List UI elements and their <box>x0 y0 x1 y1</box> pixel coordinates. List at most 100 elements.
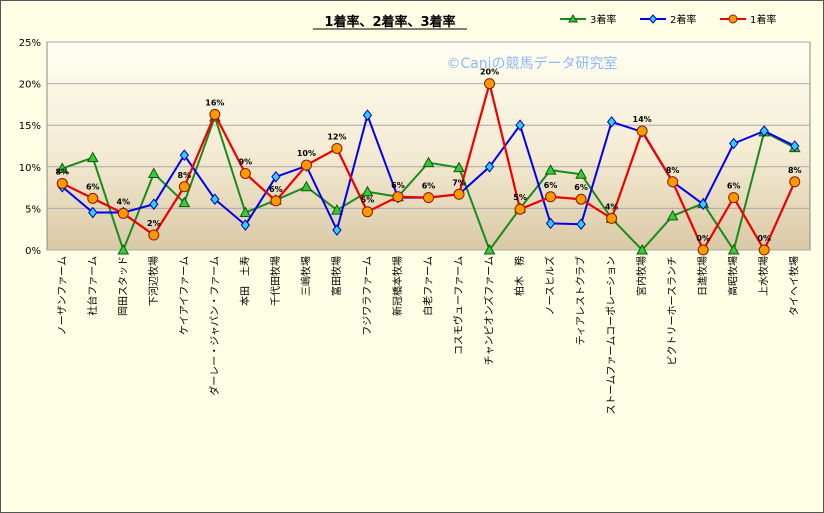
category-label: コスモヴューファーム <box>452 256 465 355</box>
data-label: 5% <box>513 193 527 202</box>
category-label: タイヘイ牧場 <box>788 256 801 316</box>
data-point <box>331 204 343 215</box>
category-label: 富田牧場 <box>330 256 343 296</box>
data-point <box>86 151 99 163</box>
data-label: 8% <box>788 166 802 175</box>
category-label: ノースヒルズ <box>544 256 557 316</box>
data-label: 8% <box>55 167 69 176</box>
data-label: 6% <box>727 182 741 191</box>
data-point <box>361 206 373 218</box>
data-label: 6% <box>269 185 283 194</box>
data-point <box>758 244 770 256</box>
data-point <box>209 108 221 120</box>
data-point <box>606 116 617 128</box>
data-label: 14% <box>633 115 652 124</box>
data-label: 0% <box>757 234 771 243</box>
category-label: 三嶋牧場 <box>299 256 312 296</box>
data-label: 4% <box>605 202 619 211</box>
legend-marker <box>568 13 578 23</box>
category-label: ダーレー・ジャパン・ファーム <box>208 256 221 396</box>
data-point <box>178 181 190 193</box>
series-3 <box>56 78 801 256</box>
data-point <box>698 198 708 211</box>
legend-marker <box>648 14 658 24</box>
x-axis-categories: ノーザンファーム 社台ファーム 岡田スタッド 下河辺牧場 ケイアイファーム ダーレー・ジャ… <box>56 256 800 415</box>
data-point <box>666 209 679 221</box>
data-label: 0% <box>696 234 710 243</box>
data-label: 16% <box>205 98 224 107</box>
data-point <box>239 167 251 179</box>
category-label: 柏木 務 <box>513 256 526 296</box>
chart-title: 1着率、2着率、3着率 <box>324 14 455 30</box>
data-label: 6% <box>544 181 558 190</box>
category-label: ストームファームコーポレーション <box>606 256 618 415</box>
legend-label: 2着率 <box>670 13 696 26</box>
category-label: 岡田スタッド <box>117 256 129 316</box>
data-point <box>88 206 98 219</box>
data-point <box>149 198 159 211</box>
data-point <box>575 193 587 205</box>
data-point <box>331 142 343 154</box>
data-point <box>147 167 160 178</box>
watermark: ©Caniの競馬データ研究室 <box>446 55 617 72</box>
data-point <box>270 195 282 207</box>
data-point <box>636 125 648 137</box>
data-point <box>56 162 69 173</box>
data-point <box>392 191 404 203</box>
data-point <box>148 229 160 241</box>
category-label: 高昭牧場 <box>727 256 740 296</box>
category-label: 上水牧場 <box>757 256 770 296</box>
data-point <box>576 218 586 231</box>
data-label: 8% <box>666 166 680 175</box>
category-label: 社台ファーム <box>86 256 99 316</box>
data-point <box>544 164 557 175</box>
data-point <box>759 125 769 137</box>
y-tick-label: 10% <box>19 163 41 174</box>
data-point <box>484 160 495 173</box>
category-label: 宮内牧場 <box>635 256 648 296</box>
data-point <box>729 137 739 150</box>
data-label: 2% <box>147 219 161 228</box>
data-point <box>728 192 740 204</box>
category-label: 本田 土寿 <box>238 256 251 306</box>
data-point <box>362 109 373 122</box>
category-label: 新冠橋本牧場 <box>391 256 404 316</box>
data-point <box>87 192 99 204</box>
legend: 3着率 2着率 1着率 <box>560 13 776 26</box>
data-label: 6% <box>574 183 588 192</box>
data-point <box>545 191 557 203</box>
data-point <box>453 188 465 200</box>
data-label: 6% <box>422 182 436 191</box>
data-point <box>545 217 556 230</box>
category-label: 下河辺牧場 <box>147 256 160 306</box>
data-point <box>697 244 709 256</box>
category-label: ティアレストクラブ <box>574 256 587 345</box>
y-tick-label: 5% <box>25 204 41 215</box>
data-point <box>453 161 465 173</box>
category-label: チャンピオンズファーム <box>483 256 496 365</box>
data-point <box>271 170 281 183</box>
y-tick-label: 0% <box>25 246 41 257</box>
data-point <box>117 207 129 219</box>
legend-item: 2着率 <box>640 13 696 26</box>
data-point <box>179 149 189 161</box>
data-point <box>361 185 374 197</box>
category-label: ビクトリーホースランチ <box>667 256 679 366</box>
data-labels: 8% 6% 4% 2% 8% 16% 9% 6% 10% 12% 5% 6% 6% 7% 20% 5% 6% 6%… <box>55 68 801 243</box>
data-point <box>210 193 220 206</box>
data-point <box>239 206 252 218</box>
category-label: ノーザンファーム <box>56 256 68 335</box>
data-point <box>667 176 679 188</box>
data-point <box>423 192 434 204</box>
data-point <box>515 119 525 132</box>
data-label: 20% <box>480 68 499 77</box>
data-point <box>240 219 251 231</box>
gridlines <box>47 41 810 251</box>
y-tick-label: 20% <box>19 80 41 91</box>
series-layer <box>56 78 801 256</box>
data-point <box>332 224 342 236</box>
data-point <box>117 243 130 255</box>
legend-label: 1着率 <box>750 13 776 26</box>
data-point <box>300 180 313 192</box>
data-label: 9% <box>239 157 253 166</box>
